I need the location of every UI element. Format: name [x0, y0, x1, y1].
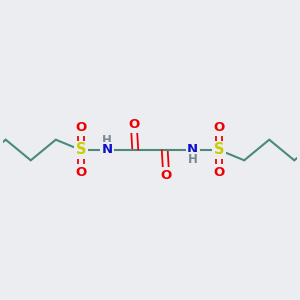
Text: S: S — [214, 142, 224, 158]
Text: H: H — [188, 153, 198, 166]
Text: O: O — [75, 122, 86, 134]
Text: O: O — [214, 122, 225, 134]
Text: N: N — [187, 143, 198, 157]
Text: O: O — [160, 169, 172, 182]
Text: O: O — [214, 166, 225, 178]
Text: S: S — [76, 142, 86, 158]
Text: O: O — [75, 166, 86, 178]
Text: H: H — [102, 134, 112, 147]
Text: O: O — [128, 118, 140, 131]
Text: N: N — [102, 143, 113, 157]
